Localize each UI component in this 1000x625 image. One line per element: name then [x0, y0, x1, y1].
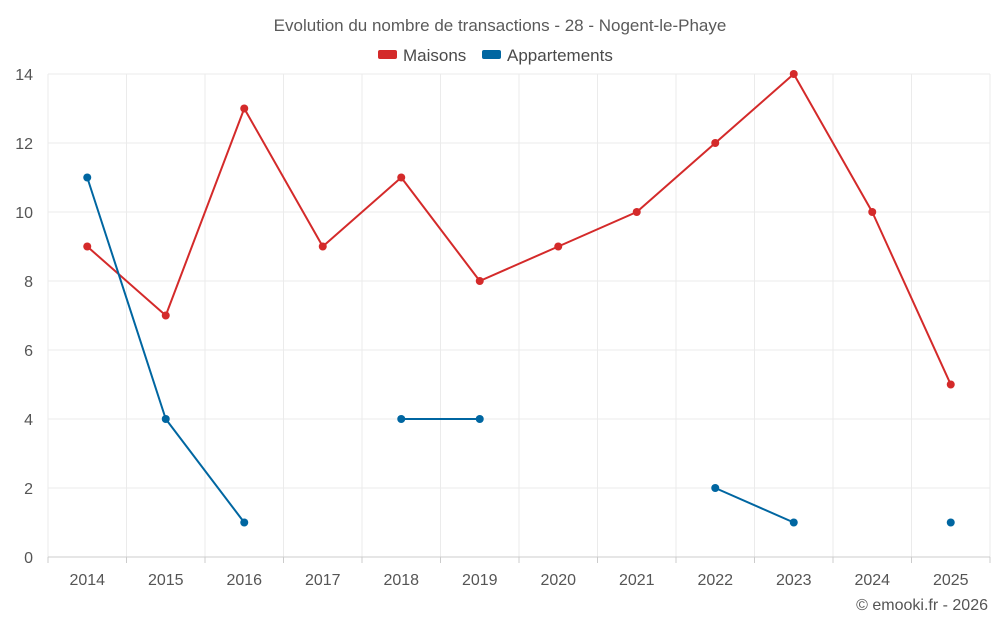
data-points: [83, 70, 955, 527]
legend: Maisons Appartements: [378, 46, 613, 65]
x-tick-label: 2020: [540, 572, 576, 589]
data-point-appartements-2023: [789, 518, 798, 527]
x-tick-label: 2025: [933, 572, 969, 589]
data-point-maisons-2015: [161, 311, 170, 320]
grid-lines: [47, 73, 991, 557]
x-tick-label: 2015: [148, 572, 184, 589]
credit-text: © emooki.fr - 2026: [856, 597, 988, 614]
y-tick-label: 12: [15, 136, 33, 153]
chart-title: Evolution du nombre de transactions - 28…: [274, 16, 727, 35]
data-point-maisons-2022: [711, 139, 720, 147]
axes: 0 2 4 6 8 10 12 14 2014 2015 2016 2017 2018 2019 2020 2…: [15, 67, 991, 589]
x-tick-label: 2019: [462, 572, 498, 589]
x-tick-label: 2022: [697, 572, 733, 589]
x-tick-label: 2021: [619, 572, 655, 589]
data-point-maisons-2020: [554, 242, 563, 251]
data-point-appartements-2022: [711, 484, 720, 492]
data-point-maisons-2017: [318, 242, 327, 251]
data-point-appartements-2014: [83, 173, 92, 182]
data-point-maisons-2014: [83, 242, 92, 251]
data-point-appartements-2015: [161, 415, 170, 423]
data-point-maisons-2019: [475, 277, 484, 285]
data-point-appartements-2019: [475, 415, 484, 423]
data-point-maisons-2023: [789, 70, 798, 78]
x-tick-label: 2024: [854, 572, 890, 589]
x-tick-label: 2017: [305, 572, 341, 589]
y-tick-label: 14: [15, 67, 33, 84]
data-point-appartements-2018: [397, 415, 406, 423]
y-tick-label: 8: [24, 274, 33, 291]
x-tick-label: 2016: [226, 572, 262, 589]
data-point-maisons-2025: [946, 380, 955, 389]
x-tick-label: 2014: [69, 572, 105, 589]
legend-label-maisons: Maisons: [403, 46, 466, 65]
y-tick-label: 2: [24, 481, 33, 498]
data-point-appartements-2016: [240, 518, 249, 527]
data-point-maisons-2021: [632, 208, 641, 216]
y-tick-label: 4: [24, 412, 33, 429]
y-tick-label: 0: [24, 550, 33, 567]
y-tick-label: 10: [15, 205, 33, 222]
series-line-appartements: [714, 487, 795, 524]
data-point-maisons-2016: [240, 104, 249, 113]
x-tick-label: 2023: [776, 572, 812, 589]
data-point-maisons-2018: [397, 173, 406, 182]
data-point-appartements-2025: [946, 518, 955, 527]
data-point-maisons-2024: [868, 208, 877, 216]
series-line-maisons: [86, 73, 952, 386]
x-tick-label: 2018: [383, 572, 419, 589]
legend-label-appartements: Appartements: [507, 46, 613, 65]
y-tick-label: 6: [24, 343, 33, 360]
legend-swatch-appartements: [482, 50, 501, 59]
legend-swatch-maisons: [378, 50, 397, 59]
